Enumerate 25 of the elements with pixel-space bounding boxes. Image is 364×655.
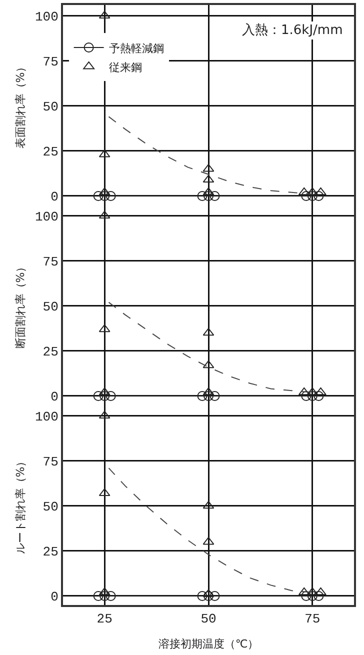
y-tick-label: 100: [34, 209, 58, 224]
y-tick-label: 0: [50, 190, 58, 205]
y-tick-label: 0: [50, 590, 58, 605]
y-tick-label: 75: [42, 254, 58, 270]
x-tick-label: 75: [304, 612, 320, 627]
y-tick-label: 50: [42, 499, 58, 514]
y-tick-label: 50: [42, 99, 58, 114]
annotation: 入熱：1.6kJ/mm: [242, 23, 343, 38]
y-tick-label: 75: [42, 54, 58, 70]
y-tick-label: 0: [50, 390, 58, 405]
x-axis-title: 溶接初期温度（℃）: [158, 637, 259, 650]
y-axis-title: 表面割れ率（%）: [14, 61, 28, 149]
y-tick-label: 25: [42, 344, 58, 360]
y-axis-title: ルート割れ率（%）: [14, 456, 28, 554]
x-tick-label: 25: [96, 612, 112, 627]
y-tick-label: 25: [42, 144, 58, 160]
y-tick-label: 100: [34, 9, 58, 24]
x-tick-label: 50: [200, 612, 216, 627]
legend-label: 予熱軽減鋼: [108, 42, 164, 55]
y-tick-label: 75: [42, 454, 58, 470]
y-axis-title: 断面割れ率（%）: [14, 261, 28, 349]
y-tick-label: 50: [42, 299, 58, 314]
y-tick-label: 25: [42, 544, 58, 560]
legend-label: 従来鋼: [108, 60, 142, 74]
y-tick-label: 100: [34, 409, 58, 424]
